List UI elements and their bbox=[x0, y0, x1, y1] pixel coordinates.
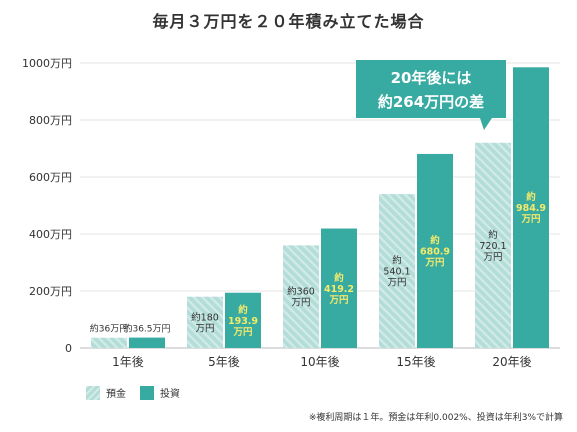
legend-label-savings: 預金 bbox=[106, 389, 126, 400]
data-label-investment: 419.2 bbox=[324, 284, 354, 295]
footnote: ※複利周期は１年。預金は年利0.002%、投資は年利3%で計算 bbox=[308, 413, 563, 423]
data-label-savings: 約 bbox=[392, 255, 402, 267]
bar-savings bbox=[187, 296, 223, 348]
data-label-savings: 約360 bbox=[287, 286, 315, 298]
callout: 20年後には 約264万円の差 bbox=[356, 60, 506, 130]
data-label-savings: 万円 bbox=[195, 323, 214, 334]
x-tick-label: 10年後 bbox=[300, 355, 339, 369]
bar-savings bbox=[379, 194, 415, 348]
data-label-investment: 万円 bbox=[232, 327, 252, 338]
bars bbox=[91, 67, 549, 348]
data-label-savings: 万円 bbox=[483, 252, 502, 263]
data-label-savings: 約180 bbox=[191, 311, 219, 323]
y-axis: 0 200万円 400万円 600万円 800万円 1000万円 bbox=[22, 57, 72, 355]
legend-swatch-savings bbox=[86, 385, 100, 400]
data-label-investment: 約 bbox=[238, 304, 248, 316]
bar-investment bbox=[225, 292, 261, 348]
bar-investment bbox=[513, 67, 549, 348]
bar-savings bbox=[283, 245, 319, 348]
bar-savings bbox=[91, 337, 127, 348]
x-tick-label: 20年後 bbox=[492, 355, 531, 369]
data-label-investment: 約36.5万円 bbox=[123, 323, 170, 335]
data-label-investment: 万円 bbox=[520, 214, 540, 225]
bar-savings bbox=[475, 142, 511, 348]
data-label-investment: 万円 bbox=[328, 295, 348, 306]
legend-item-investment: 投資 bbox=[140, 385, 180, 400]
bar-investment bbox=[321, 228, 357, 348]
bar-investment bbox=[417, 153, 453, 348]
legend-swatch-investment bbox=[140, 385, 154, 400]
legend: 預金 投資 bbox=[86, 385, 180, 400]
callout-box bbox=[356, 60, 506, 118]
y-tick-label: 200万円 bbox=[29, 285, 72, 298]
y-tick-label: 1000万円 bbox=[22, 57, 72, 70]
callout-pointer bbox=[480, 118, 492, 130]
chart-title: 毎月３万円を２０年積み立てた場合 bbox=[152, 12, 425, 31]
y-tick-label: 400万円 bbox=[29, 228, 72, 241]
x-tick-label: 5年後 bbox=[208, 355, 240, 369]
y-tick-label: 0 bbox=[65, 342, 72, 355]
data-label-investment: 680.9 bbox=[420, 246, 450, 257]
callout-line1: 20年後には bbox=[391, 69, 472, 87]
data-label-investment: 984.9 bbox=[516, 203, 546, 214]
data-label-investment: 約 bbox=[430, 234, 440, 246]
data-label-savings: 720.1 bbox=[479, 241, 506, 252]
callout-line2: 約264万円の差 bbox=[378, 93, 484, 111]
legend-label-investment: 投資 bbox=[160, 389, 180, 400]
y-tick-label: 600万円 bbox=[29, 171, 72, 184]
data-label-investment: 万円 bbox=[424, 257, 444, 268]
legend-item-savings: 預金 bbox=[86, 385, 126, 400]
y-tick-label: 800万円 bbox=[29, 114, 72, 127]
data-label-savings: 540.1 bbox=[383, 267, 410, 278]
x-axis: 1年後 5年後 10年後 15年後 20年後 bbox=[112, 355, 531, 369]
data-label-savings: 万円 bbox=[291, 298, 310, 309]
bar-investment bbox=[129, 337, 165, 348]
data-label-investment: 約 bbox=[334, 272, 344, 284]
data-label-investment: 約 bbox=[526, 191, 536, 203]
data-label-savings: 約 bbox=[488, 229, 498, 241]
data-labels: 約36万円約36.5万円約180万円約193.9万円約360万円約419.2万円… bbox=[90, 191, 546, 338]
x-tick-label: 1年後 bbox=[112, 355, 144, 369]
data-label-savings: 約36万円 bbox=[90, 323, 128, 335]
data-label-investment: 193.9 bbox=[228, 316, 258, 327]
x-tick-label: 15年後 bbox=[396, 355, 435, 369]
data-label-savings: 万円 bbox=[387, 278, 406, 289]
